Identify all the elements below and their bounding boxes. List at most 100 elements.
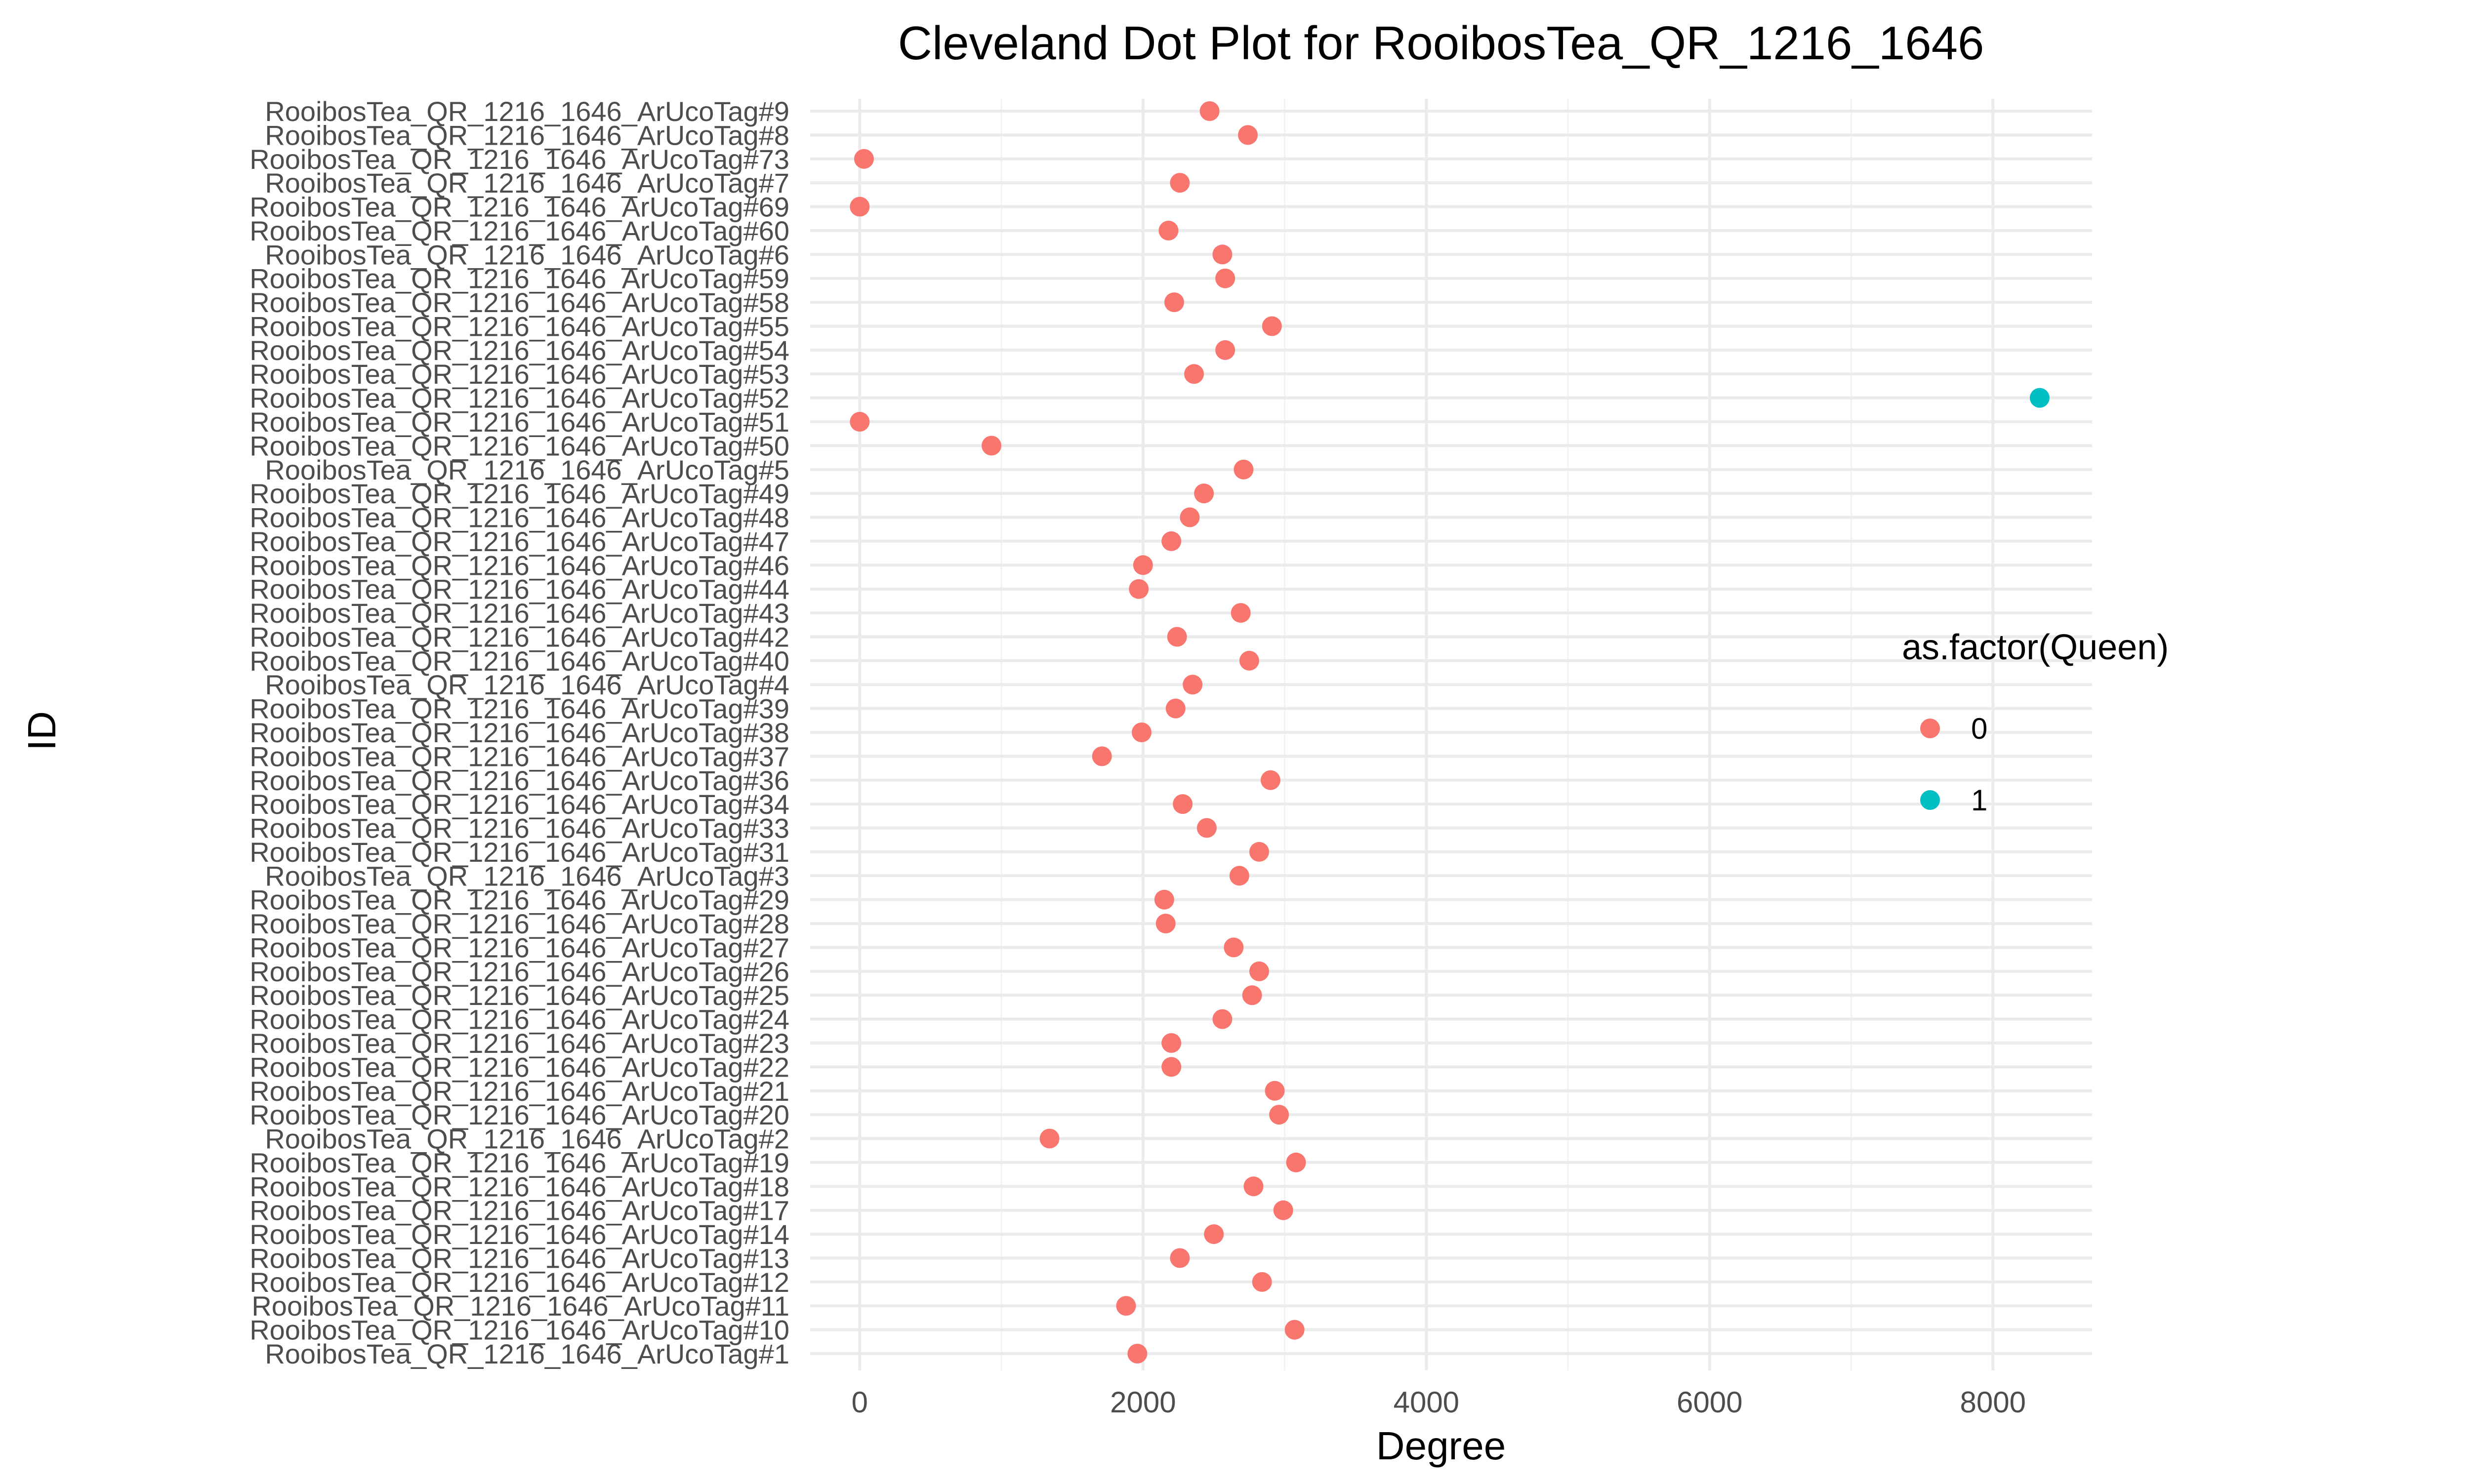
data-point bbox=[1155, 914, 1176, 934]
data-point bbox=[854, 149, 874, 169]
data-point bbox=[1260, 770, 1280, 790]
y-tick-label: RooibosTea_QR_1216_1646_ArUcoTag#50 bbox=[249, 430, 789, 461]
x-tick-label: 8000 bbox=[1960, 1386, 2026, 1419]
data-point bbox=[1269, 1105, 1289, 1125]
y-tick-label: RooibosTea_QR_1216_1646_ArUcoTag#39 bbox=[249, 693, 789, 724]
x-tick-label: 0 bbox=[852, 1386, 868, 1419]
data-point bbox=[1234, 459, 1254, 480]
data-point bbox=[1252, 1272, 1272, 1292]
data-point bbox=[1180, 507, 1200, 527]
legend: as.factor(Queen) 01 bbox=[1902, 628, 2169, 817]
data-point bbox=[1131, 722, 1152, 742]
data-point bbox=[1249, 842, 1269, 862]
data-point bbox=[1199, 101, 1220, 121]
data-point bbox=[1165, 698, 1186, 719]
data-point bbox=[1286, 1152, 1306, 1172]
data-point bbox=[1262, 316, 1282, 336]
y-tick-label: RooibosTea_QR_1216_1646_ArUcoTag#38 bbox=[249, 717, 789, 748]
y-tick-label: RooibosTea_QR_1216_1646_ArUcoTag#27 bbox=[249, 932, 789, 963]
data-point bbox=[1183, 675, 1203, 695]
y-tick-label: RooibosTea_QR_1216_1646_ArUcoTag#29 bbox=[249, 884, 789, 916]
legend-label: 1 bbox=[1971, 784, 1987, 817]
data-point bbox=[850, 197, 870, 217]
data-point bbox=[850, 412, 870, 432]
data-point bbox=[1154, 889, 1174, 910]
y-tick-label: RooibosTea_QR_1216_1646_ArUcoTag#33 bbox=[249, 813, 789, 844]
data-point bbox=[1215, 340, 1235, 360]
y-tick-label: RooibosTea_QR_1216_1646_ArUcoTag#26 bbox=[249, 956, 789, 987]
y-tick-label: RooibosTea_QR_1216_1646_ArUcoTag#37 bbox=[249, 741, 789, 772]
grid-layer bbox=[810, 99, 2092, 1370]
y-tick-label: RooibosTea_QR_1216_1646_ArUcoTag#36 bbox=[249, 765, 789, 796]
data-point bbox=[1092, 746, 1112, 766]
data-point bbox=[1231, 603, 1251, 623]
data-point bbox=[2029, 388, 2050, 408]
y-tick-label: RooibosTea_QR_1216_1646_ArUcoTag#47 bbox=[249, 526, 789, 557]
chart-title: Cleveland Dot Plot for RooibosTea_QR_121… bbox=[898, 17, 1984, 70]
data-point bbox=[1196, 818, 1217, 838]
legend-key bbox=[1920, 790, 1940, 810]
y-tick-label: RooibosTea_QR_1216_1646_ArUcoTag#73 bbox=[249, 144, 789, 175]
y-tick-labels: RooibosTea_QR_1216_1646_ArUcoTag#9 Rooibo… bbox=[249, 96, 789, 1369]
y-tick-label: RooibosTea_QR_1216_1646_ArUcoTag#55 bbox=[249, 311, 789, 342]
x-tick-label: 6000 bbox=[1677, 1386, 1742, 1419]
y-tick-label: RooibosTea_QR_1216_1646_ArUcoTag#31 bbox=[249, 837, 789, 868]
y-tick-label: RooibosTea_QR_1216_1646_ArUcoTag#28 bbox=[249, 908, 789, 939]
y-tick-label: RooibosTea_QR_1216_1646_ArUcoTag#43 bbox=[249, 598, 789, 629]
y-tick-label: RooibosTea_QR_1216_1646_ArUcoTag#46 bbox=[249, 550, 789, 581]
data-point bbox=[1215, 268, 1235, 288]
y-tick-label: RooibosTea_QR_1216_1646_ArUcoTag#5 bbox=[265, 454, 789, 485]
data-point bbox=[1212, 244, 1233, 265]
data-point bbox=[1173, 794, 1193, 814]
x-tick-labels: 0 2000 4000 6000 8000 bbox=[852, 1386, 2026, 1419]
y-tick-label: RooibosTea_QR_1216_1646_ArUcoTag#34 bbox=[249, 789, 789, 820]
data-point bbox=[982, 436, 1002, 456]
y-tick-label: RooibosTea_QR_1216_1646_ArUcoTag#42 bbox=[249, 621, 789, 652]
data-point bbox=[1284, 1320, 1305, 1340]
data-point bbox=[1249, 961, 1269, 981]
y-tick-label: RooibosTea_QR_1216_1646_ArUcoTag#52 bbox=[249, 383, 789, 414]
y-tick-label: RooibosTea_QR_1216_1646_ArUcoTag#59 bbox=[249, 263, 789, 294]
data-point bbox=[1170, 173, 1190, 193]
data-point bbox=[1116, 1296, 1136, 1316]
data-point bbox=[1164, 292, 1184, 313]
y-tick-label: RooibosTea_QR_1216_1646_ArUcoTag#4 bbox=[265, 669, 789, 700]
y-tick-label: RooibosTea_QR_1216_1646_ArUcoTag#14 bbox=[249, 1219, 789, 1250]
data-point bbox=[1161, 1033, 1182, 1053]
data-point bbox=[1170, 1248, 1190, 1268]
y-axis-title: ID bbox=[20, 711, 64, 751]
y-tick-label: RooibosTea_QR_1216_1646_ArUcoTag#40 bbox=[249, 645, 789, 677]
y-tick-label: RooibosTea_QR_1216_1646_ArUcoTag#54 bbox=[249, 335, 789, 366]
data-point bbox=[1243, 1176, 1264, 1197]
y-tick-label: RooibosTea_QR_1216_1646_ArUcoTag#2 bbox=[265, 1123, 789, 1155]
y-tick-label: RooibosTea_QR_1216_1646_ArUcoTag#13 bbox=[249, 1243, 789, 1274]
data-point bbox=[1194, 483, 1214, 504]
y-tick-label: RooibosTea_QR_1216_1646_ArUcoTag#18 bbox=[249, 1171, 789, 1202]
legend-title: as.factor(Queen) bbox=[1902, 628, 2169, 667]
data-point bbox=[1127, 1344, 1148, 1364]
y-tick-label: RooibosTea_QR_1216_1646_ArUcoTag#12 bbox=[249, 1267, 789, 1298]
y-tick-label: RooibosTea_QR_1216_1646_ArUcoTag#58 bbox=[249, 287, 789, 318]
data-point bbox=[1204, 1224, 1224, 1244]
data-point bbox=[1224, 937, 1244, 958]
data-point bbox=[1273, 1200, 1293, 1220]
y-tick-label: RooibosTea_QR_1216_1646_ArUcoTag#10 bbox=[249, 1315, 789, 1346]
data-point bbox=[1158, 220, 1179, 241]
y-tick-label: RooibosTea_QR_1216_1646_ArUcoTag#21 bbox=[249, 1076, 789, 1107]
y-tick-label: RooibosTea_QR_1216_1646_ArUcoTag#9 bbox=[265, 96, 789, 127]
y-tick-label: RooibosTea_QR_1216_1646_ArUcoTag#23 bbox=[249, 1028, 789, 1059]
data-point bbox=[1129, 579, 1149, 599]
data-point bbox=[1039, 1128, 1060, 1149]
legend-label: 0 bbox=[1971, 712, 1987, 745]
legend-key bbox=[1920, 719, 1940, 738]
y-tick-label: RooibosTea_QR_1216_1646_ArUcoTag#6 bbox=[265, 239, 789, 270]
y-tick-label: RooibosTea_QR_1216_1646_ArUcoTag#3 bbox=[265, 860, 789, 891]
legend-entries: 01 bbox=[1920, 712, 1987, 817]
data-point bbox=[1238, 125, 1258, 145]
point-layer bbox=[850, 101, 2050, 1364]
y-tick-label: RooibosTea_QR_1216_1646_ArUcoTag#69 bbox=[249, 192, 789, 223]
data-point bbox=[1167, 627, 1187, 647]
data-point bbox=[1161, 531, 1182, 551]
